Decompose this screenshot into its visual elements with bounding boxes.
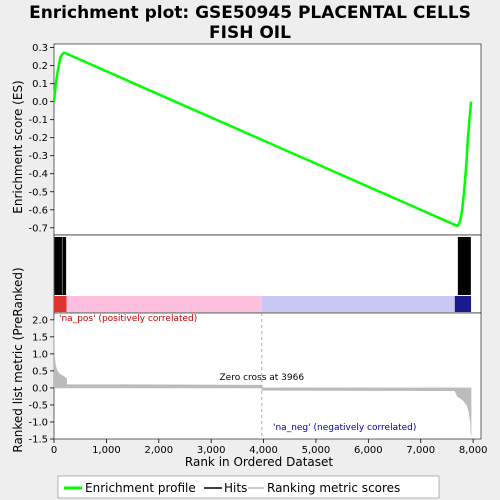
legend-box	[57, 475, 440, 499]
band-segment-negative	[261, 296, 455, 312]
es-series-line	[52, 51, 473, 228]
x-tick-label: 7,000	[406, 445, 435, 456]
x-axis-ticks: 0 1,000 2,000 3,000 4,000 5,000 6,000 7,000 8,00…	[51, 439, 488, 456]
es-y-tick-label: 0.2	[32, 61, 48, 72]
legend-metric-label: Ranking metric scores	[267, 481, 400, 495]
metric-y-ticks: 2.0 1.5 1.0 0.5 0.0 -0.5 -1.0 -1.5	[28, 315, 54, 446]
x-tick-label: 8,000	[459, 445, 488, 456]
es-profile-line	[52, 51, 473, 228]
metric-y-tick-label: 2.0	[32, 315, 48, 326]
x-axis-label: Rank in Ordered Dataset	[185, 455, 333, 469]
es-y-axis-label: Enrichment score (ES)	[11, 80, 25, 213]
legend-hits-label: Hits	[224, 481, 247, 495]
metric-y-tick-label: -1.5	[28, 435, 48, 446]
x-tick-label: 5,000	[302, 445, 331, 456]
band-segment-strong-negative	[454, 296, 472, 312]
chart-title-line1: Enrichment plot: GSE50945 PLACENTAL CELL…	[29, 3, 471, 23]
metric-plot-area	[53, 312, 482, 440]
metric-y-tick-label: 1.0	[32, 349, 48, 360]
metric-y-tick-label: -1.0	[28, 417, 48, 428]
metric-y-tick-label: 0.5	[32, 366, 48, 377]
es-y-ticks: 0.3 0.2 0.1 0.0 -0.1 -0.2 -0.3 -0.4 -0.5 -0.6 -0.7	[28, 43, 54, 234]
x-tick-label: 1,000	[92, 445, 121, 456]
metric-y-tick-label: 0.0	[32, 383, 48, 394]
chart-title-line2: FISH OIL	[209, 23, 291, 43]
metric-y-tick-label: -0.5	[28, 400, 48, 411]
x-tick-label: 2,000	[144, 445, 173, 456]
zero-cross-label: Zero cross at 3966	[220, 373, 305, 383]
es-y-tick-label: -0.7	[28, 223, 48, 234]
es-y-tick-label: -0.3	[28, 151, 48, 162]
negative-correlation-label: 'na_neg' (negatively correlated)	[273, 423, 416, 433]
metric-y-axis-label: Ranked list metric (PreRanked)	[11, 267, 25, 452]
rank-color-band	[54, 296, 472, 312]
es-y-tick-label: -0.1	[28, 115, 48, 126]
es-y-tick-label: 0.1	[32, 79, 48, 90]
band-segment-strong-positive	[54, 296, 67, 312]
metric-y-tick-label: 1.5	[32, 332, 48, 343]
band-segment-positive	[66, 296, 262, 312]
es-y-tick-label: -0.5	[28, 187, 48, 198]
es-y-tick-label: 0.3	[32, 43, 48, 54]
es-y-tick-label: 0.0	[32, 97, 48, 108]
positive-correlation-label: 'na_pos' (positively correlated)	[59, 314, 197, 324]
x-tick-label: 4,000	[249, 445, 278, 456]
es-y-tick-label: -0.4	[28, 169, 48, 180]
es-y-tick-label: -0.6	[28, 205, 48, 216]
es-y-tick-label: -0.2	[28, 133, 48, 144]
es-plot-area	[53, 43, 482, 236]
hit-markers	[54, 237, 471, 295]
legend-es-label: Enrichment profile	[85, 481, 196, 495]
x-tick-label: 6,000	[354, 445, 383, 456]
x-tick-label: 3,000	[197, 445, 226, 456]
x-tick-label: 0	[51, 445, 57, 456]
